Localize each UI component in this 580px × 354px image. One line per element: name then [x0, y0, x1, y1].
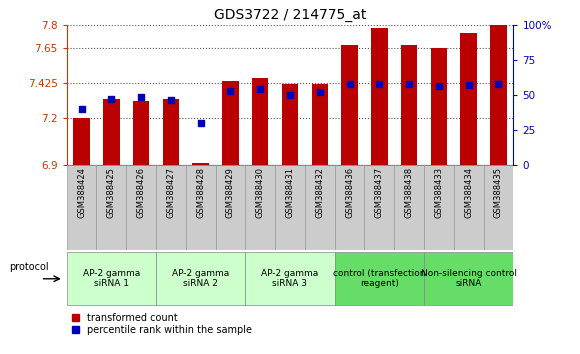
Bar	[252, 78, 269, 165]
Bar	[364, 165, 394, 250]
Bar	[282, 84, 298, 165]
Text: GSM388434: GSM388434	[464, 167, 473, 218]
Bar	[74, 118, 90, 165]
Bar	[484, 165, 513, 250]
Point	[77, 106, 86, 112]
Bar	[424, 165, 454, 250]
Point	[315, 89, 324, 95]
Text: control (transfection
reagent): control (transfection reagent)	[333, 269, 426, 289]
Bar	[401, 45, 417, 165]
Bar	[67, 165, 96, 250]
Bar	[275, 165, 305, 250]
Point	[434, 84, 444, 89]
Bar	[454, 165, 484, 250]
Point	[494, 81, 503, 86]
Point	[256, 86, 265, 92]
Text: GSM388428: GSM388428	[196, 167, 205, 218]
Text: AP-2 gamma
siRNA 1: AP-2 gamma siRNA 1	[83, 269, 140, 289]
Bar	[394, 165, 424, 250]
Text: GSM388429: GSM388429	[226, 167, 235, 218]
Text: GSM388431: GSM388431	[285, 167, 295, 218]
Point	[345, 81, 354, 86]
Point	[404, 81, 414, 86]
Text: AP-2 gamma
siRNA 3: AP-2 gamma siRNA 3	[262, 269, 318, 289]
Bar	[335, 252, 424, 305]
Bar	[216, 165, 245, 250]
Bar	[245, 165, 275, 250]
Text: GSM388427: GSM388427	[166, 167, 175, 218]
Bar	[126, 165, 156, 250]
Text: GSM388438: GSM388438	[405, 167, 414, 218]
Text: GSM388424: GSM388424	[77, 167, 86, 218]
Bar	[245, 252, 335, 305]
Text: GSM388432: GSM388432	[316, 167, 324, 218]
Text: GSM388430: GSM388430	[256, 167, 264, 218]
Bar	[490, 25, 506, 165]
Bar	[342, 45, 358, 165]
Point	[226, 88, 235, 93]
Point	[196, 120, 205, 125]
Bar	[186, 165, 216, 250]
Point	[464, 82, 473, 88]
Text: GSM388436: GSM388436	[345, 167, 354, 218]
Bar	[371, 28, 387, 165]
Bar	[431, 48, 447, 165]
Bar	[193, 163, 209, 165]
Text: AP-2 gamma
siRNA 2: AP-2 gamma siRNA 2	[172, 269, 229, 289]
Bar	[67, 252, 156, 305]
Text: protocol: protocol	[9, 262, 48, 272]
Text: GSM388425: GSM388425	[107, 167, 116, 218]
Bar	[163, 99, 179, 165]
Point	[285, 92, 295, 97]
Text: Non-silencing control
siRNA: Non-silencing control siRNA	[420, 269, 517, 289]
Point	[107, 96, 116, 102]
Bar	[424, 252, 513, 305]
Title: GDS3722 / 214775_at: GDS3722 / 214775_at	[214, 8, 366, 22]
Text: GSM388426: GSM388426	[137, 167, 146, 218]
Text: GSM388433: GSM388433	[434, 167, 443, 218]
Bar	[156, 165, 186, 250]
Point	[136, 95, 146, 100]
Bar	[96, 165, 126, 250]
Legend: transformed count, percentile rank within the sample: transformed count, percentile rank withi…	[71, 313, 252, 335]
Bar	[311, 84, 328, 165]
Point	[166, 97, 176, 103]
Bar	[156, 252, 245, 305]
Bar	[103, 99, 119, 165]
Text: GSM388435: GSM388435	[494, 167, 503, 218]
Bar	[133, 101, 149, 165]
Bar	[461, 33, 477, 165]
Point	[375, 81, 384, 86]
Bar	[335, 165, 364, 250]
Bar	[305, 165, 335, 250]
Bar	[222, 81, 238, 165]
Text: GSM388437: GSM388437	[375, 167, 384, 218]
